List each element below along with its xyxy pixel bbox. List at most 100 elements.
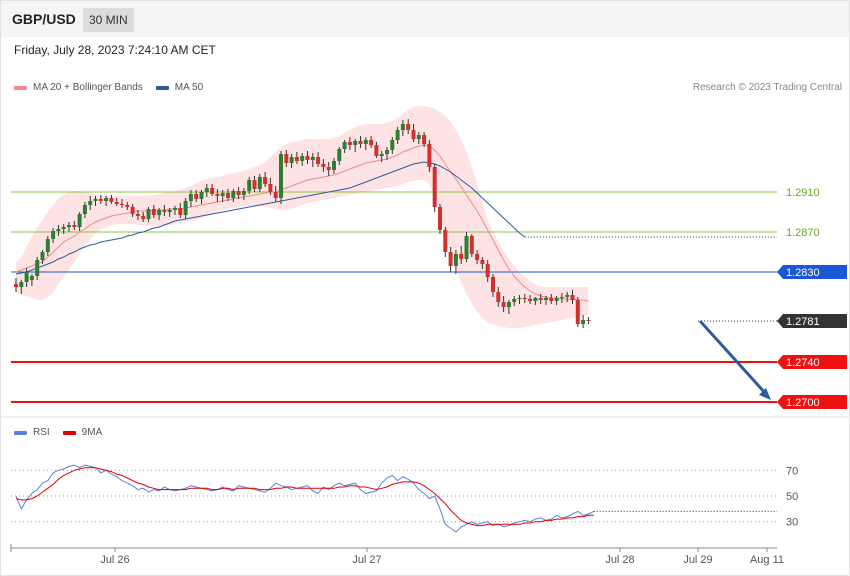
candle-body [289,157,294,163]
candle-body [226,193,230,198]
ma20-legend-label: MA 20 + Bollinger Bands [33,82,143,93]
ma20-swatch [14,85,27,90]
ma50-legend-label: MA 50 [174,82,204,93]
candle-body [19,282,24,287]
candle-body [485,264,490,277]
candle-body [459,254,464,259]
candle-body [215,194,220,196]
candle-body [284,154,289,163]
forecast-arrow-head [759,388,771,400]
candle-body [252,180,257,189]
timestamp: Friday, July 28, 2023 7:24:10 AM CET [14,43,216,57]
rsi-ma9-line [15,467,594,527]
candle-body [469,236,474,254]
candle-body [379,154,384,156]
candle-body [300,156,305,161]
candle-body [443,230,448,252]
candle-body [321,164,326,167]
rsi-legend-label: RSI [33,427,50,438]
x-tick-label: Jul 28 [605,554,634,566]
candle-body [586,320,591,321]
candle-body [501,302,506,307]
candle-body [342,142,347,149]
timeframe-button[interactable]: 30 MIN [83,8,134,32]
candle-body [496,292,501,302]
candle-body [236,191,241,195]
candle-body [491,277,495,292]
candle-body [151,209,156,215]
candle-body [565,295,570,297]
candle-body [241,191,246,195]
level-tag-1.2830 [777,265,847,279]
candle-body [29,276,34,280]
candle-body [554,298,559,301]
bollinger-band-area [16,106,589,328]
candle-body [194,194,199,199]
candle-body [45,239,50,252]
candle-body [506,302,511,307]
rsi-level-label-50: 50 [786,491,798,503]
candle-body [135,214,140,216]
candle-body [247,180,252,191]
candle-body [173,208,177,210]
rsi-level-label-30: 30 [786,517,798,529]
candle-body [390,140,395,150]
candle-body [98,199,103,201]
level-label-1.2830: 1.2830 [786,267,820,279]
candle-body [427,144,432,167]
candle-body [453,254,458,266]
level-label-1.2740: 1.2740 [786,357,820,369]
candle-body [257,177,262,189]
candle-body [93,199,98,201]
candle-body [374,145,379,156]
candle-body [77,214,82,227]
candle-body [61,227,66,229]
ma20-line [15,144,589,302]
candle-body [448,252,453,266]
candle-body [40,252,45,260]
candle-body [416,135,421,139]
x-tick-label: Aug 11 [750,554,784,566]
level-label-1.2910: 1.2910 [786,187,820,199]
level-label-1.2700: 1.2700 [786,397,820,409]
candle-body [337,149,342,161]
candle-body [369,140,374,145]
candle-body [549,298,554,301]
candle-body [517,298,522,299]
candles-group [14,119,591,328]
candle-body [199,192,204,199]
candle-body [279,154,283,198]
ma50-swatch [155,85,169,90]
candle-body [575,300,580,324]
candle-body [512,299,517,302]
candle-body [114,202,119,204]
level-label-1.2870: 1.2870 [786,227,820,239]
candle-body [411,130,416,139]
candle-body [35,260,40,276]
ma9-legend-label: 9MA [81,427,103,438]
candle-body [528,299,533,301]
candle-body [263,177,268,184]
candle-body [231,191,236,198]
candle-body [358,141,363,144]
candle-body [204,188,209,192]
candle-body [326,167,331,170]
rsi-level-label-70: 70 [786,465,798,477]
candle-body [363,140,368,144]
forecast-arrow-shaft [698,319,769,397]
x-tick-label: Jul 27 [352,554,381,566]
rsi-legend: RSI 9MA [14,427,102,438]
candle-body [432,167,437,207]
candle-body [104,198,109,201]
candle-body [400,124,405,130]
candle-body [130,207,135,214]
candle-body [522,298,527,299]
x-tick-label: Jul 29 [683,554,712,566]
candle-body [88,201,93,205]
candle-body [188,194,193,201]
rsi-swatch [14,430,27,435]
candle-body [353,141,358,145]
candle-body [56,229,61,231]
level-label-1.2781: 1.2781 [786,316,820,328]
